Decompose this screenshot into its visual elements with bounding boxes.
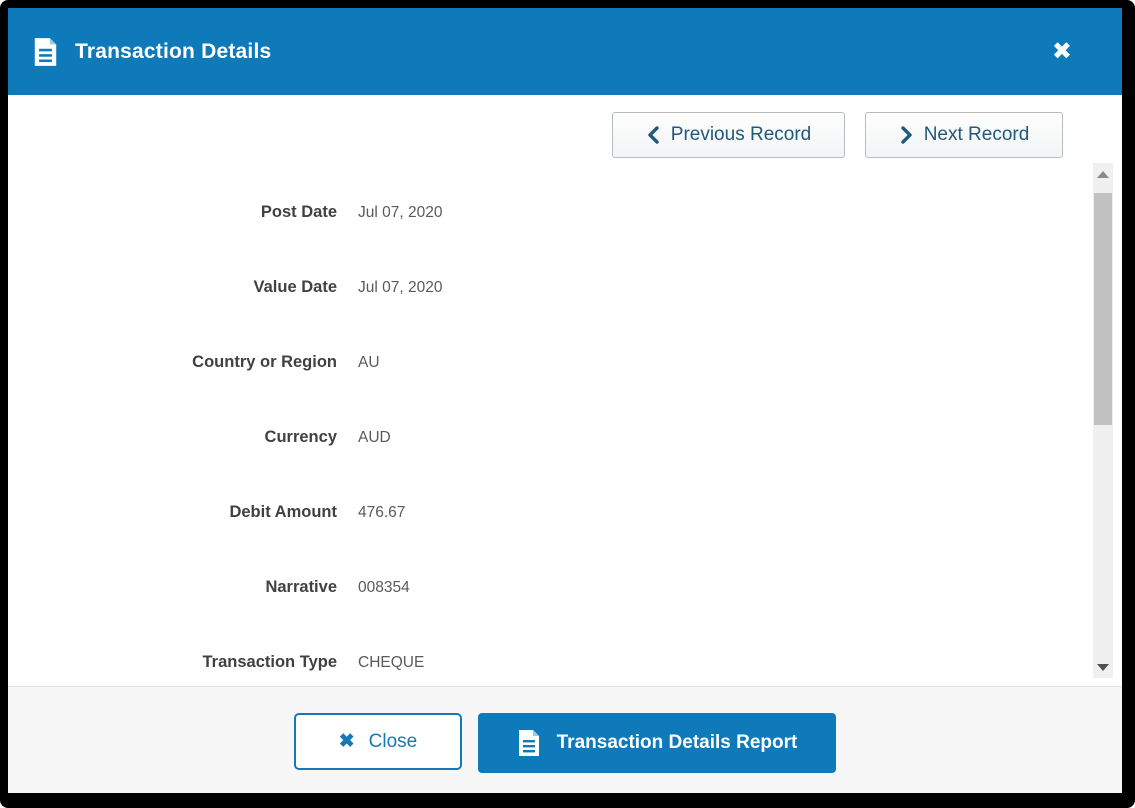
field-row-value-date: Value Date Jul 07, 2020 <box>8 250 1122 325</box>
previous-record-label: Previous Record <box>670 124 812 145</box>
field-row-post-date: Post Date Jul 07, 2020 <box>8 175 1122 250</box>
scroll-down-arrow-icon <box>1097 663 1109 671</box>
field-label: Debit Amount <box>229 503 337 521</box>
field-value: AUD <box>358 428 391 446</box>
field-list: Post Date Jul 07, 2020 Value Date Jul 07… <box>8 175 1122 686</box>
next-record-label: Next Record <box>923 124 1030 145</box>
document-icon <box>34 37 57 66</box>
vertical-scrollbar[interactable] <box>1093 163 1113 678</box>
scroll-down-button[interactable] <box>1093 656 1113 678</box>
field-label: Narrative <box>265 578 337 596</box>
dialog-title: Transaction Details <box>75 39 272 63</box>
field-label: Country or Region <box>192 353 337 371</box>
close-button[interactable]: ✖ Close <box>294 713 462 770</box>
dialog-header: Transaction Details ✖ <box>8 8 1122 95</box>
record-nav: Previous Record Next Record <box>8 95 1122 158</box>
transaction-details-dialog: Transaction Details ✖ Previous Record Ne… <box>8 8 1122 793</box>
chevron-right-icon <box>900 126 912 144</box>
field-row-currency: Currency AUD <box>8 400 1122 475</box>
previous-record-button[interactable]: Previous Record <box>612 112 845 158</box>
transaction-details-report-button[interactable]: Transaction Details Report <box>478 713 836 773</box>
field-value: Jul 07, 2020 <box>358 203 443 221</box>
field-value: 008354 <box>358 578 410 596</box>
field-value: Jul 07, 2020 <box>358 278 443 296</box>
field-value: AU <box>358 353 380 371</box>
scrollbar-thumb[interactable] <box>1094 193 1112 425</box>
field-label: Currency <box>264 428 337 446</box>
field-row-transaction-type: Transaction Type CHEQUE <box>8 625 1122 686</box>
field-label: Transaction Type <box>202 653 337 671</box>
report-document-icon <box>518 730 539 756</box>
scroll-up-arrow-icon <box>1097 170 1109 178</box>
scroll-up-button[interactable] <box>1093 163 1113 185</box>
field-row-country-or-region: Country or Region AU <box>8 325 1122 400</box>
chevron-left-icon <box>648 126 659 144</box>
close-x-icon: ✖ <box>338 731 355 752</box>
report-button-label: Transaction Details Report <box>556 732 798 753</box>
dialog-footer: ✖ Close Transaction Details Report <box>8 686 1122 793</box>
close-button-label: Close <box>368 730 418 752</box>
field-value: CHEQUE <box>358 653 425 671</box>
dialog-body: Previous Record Next Record Post Date Ju… <box>8 95 1122 686</box>
field-label: Value Date <box>253 278 337 296</box>
field-value: 476.67 <box>358 503 406 521</box>
close-icon[interactable]: ✖ <box>1051 37 1072 65</box>
field-label: Post Date <box>260 203 337 221</box>
next-record-button[interactable]: Next Record <box>865 112 1063 158</box>
field-row-narrative: Narrative 008354 <box>8 550 1122 625</box>
field-row-debit-amount: Debit Amount 476.67 <box>8 475 1122 550</box>
